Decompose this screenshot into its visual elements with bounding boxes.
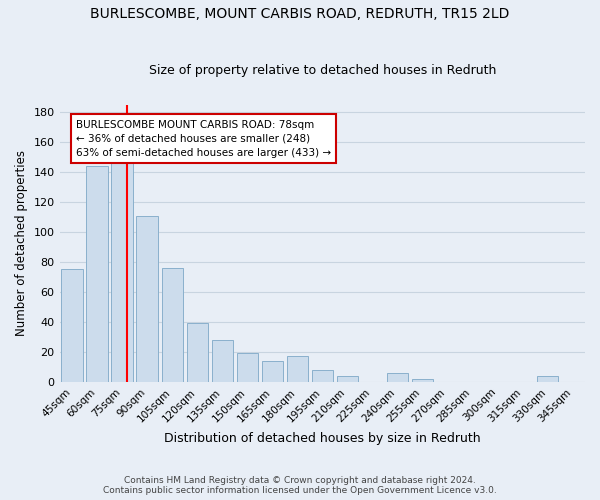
Text: BURLESCOMBE, MOUNT CARBIS ROAD, REDRUTH, TR15 2LD: BURLESCOMBE, MOUNT CARBIS ROAD, REDRUTH,… (91, 8, 509, 22)
Bar (387, 373, 408, 382)
Bar (236, 354, 258, 382)
Bar (61, 270, 83, 382)
Bar (287, 356, 308, 382)
Bar (537, 376, 558, 382)
Text: Contains HM Land Registry data © Crown copyright and database right 2024.
Contai: Contains HM Land Registry data © Crown c… (103, 476, 497, 495)
Bar (187, 324, 208, 382)
Bar (161, 268, 183, 382)
Bar (136, 216, 158, 382)
Bar (112, 162, 133, 382)
Bar (311, 370, 333, 382)
Bar (212, 340, 233, 382)
X-axis label: Distribution of detached houses by size in Redruth: Distribution of detached houses by size … (164, 432, 481, 445)
Bar (262, 361, 283, 382)
Bar (337, 376, 358, 382)
Text: BURLESCOMBE MOUNT CARBIS ROAD: 78sqm
← 36% of detached houses are smaller (248)
: BURLESCOMBE MOUNT CARBIS ROAD: 78sqm ← 3… (76, 120, 331, 158)
Title: Size of property relative to detached houses in Redruth: Size of property relative to detached ho… (149, 64, 496, 77)
Bar (412, 379, 433, 382)
Y-axis label: Number of detached properties: Number of detached properties (15, 150, 28, 336)
Bar (86, 166, 108, 382)
